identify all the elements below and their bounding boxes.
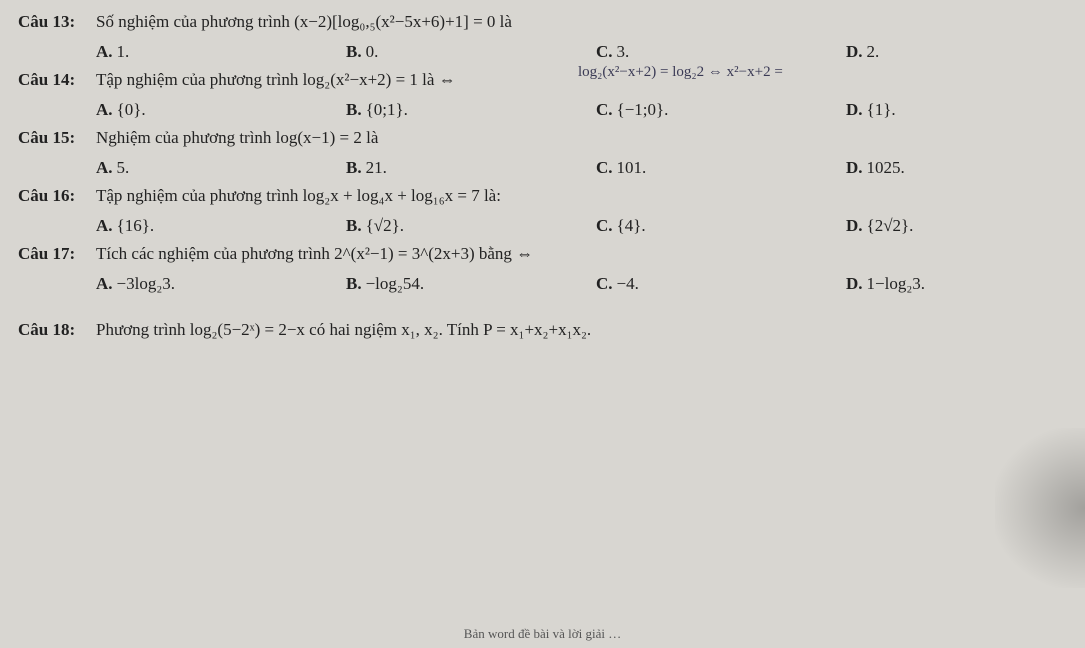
footer-text: Bản word đề bài và lời giải … [464, 626, 621, 642]
option-a: A.{0}. [96, 100, 346, 120]
option-d: D.2. [846, 42, 1046, 62]
option-a: A.−3log₂3. [96, 274, 346, 294]
question-stem: Tích các nghiệm của phương trình 2^(x²−1… [96, 244, 1067, 264]
option-b: B.{0;1}. [346, 100, 596, 120]
question-stem: Nghiệm của phương trình log(x−1) = 2 là [96, 128, 1067, 148]
question-label: Câu 17: [18, 244, 96, 264]
options-row: A.{16}. B.{√2}. C.{4}. D.{2√2}. [96, 216, 1067, 236]
option-d: D.1025. [846, 158, 1046, 178]
question-label: Câu 13: [18, 12, 96, 32]
option-c: C.{−1;0}. [596, 100, 846, 120]
option-c: C.101. [596, 158, 846, 178]
question-18: Câu 18: Phương trình log₂(5−2ˣ) = 2−x có… [18, 320, 1067, 350]
question-label: Câu 18: [18, 320, 96, 340]
question-17: Câu 17: Tích các nghiệm của phương trình… [18, 244, 1067, 294]
option-c: C.{4}. [596, 216, 846, 236]
option-a: A.1. [96, 42, 346, 62]
question-label: Câu 15: [18, 128, 96, 148]
options-row: A.−3log₂3. B.−log₂54. C.−4. D.1−log₂3. [96, 274, 1067, 294]
option-b: B.−log₂54. [346, 274, 596, 294]
option-a: A.{16}. [96, 216, 346, 236]
options-row: A.{0}. B.{0;1}. C.{−1;0}. D.{1}. [96, 100, 1067, 120]
option-d: D.{2√2}. [846, 216, 1046, 236]
option-d: D.1−log₂3. [846, 274, 1046, 294]
question-label: Câu 16: [18, 186, 96, 206]
question-stem: Số nghiệm của phương trình (x−2)[log₀,₅(… [96, 12, 1067, 32]
question-16: Câu 16: Tập nghiệm của phương trình log₂… [18, 186, 1067, 236]
question-stem: Phương trình log₂(5−2ˣ) = 2−x có hai ngi… [96, 320, 1067, 340]
option-c: C.−4. [596, 274, 846, 294]
option-b: B.0. [346, 42, 596, 62]
question-14: Câu 14: Tập nghiệm của phương trình log₂… [18, 70, 1067, 120]
question-15: Câu 15: Nghiệm của phương trình log(x−1)… [18, 128, 1067, 178]
option-b: B.{√2}. [346, 216, 596, 236]
question-13: Câu 13: Số nghiệm của phương trình (x−2)… [18, 12, 1067, 62]
options-row: A.1. B.0. C.3. D.2. [96, 42, 1067, 62]
option-b: B.21. [346, 158, 596, 178]
shadow-blob [995, 428, 1085, 588]
option-c: C.3. [596, 42, 846, 62]
option-a: A.5. [96, 158, 346, 178]
option-d: D.{1}. [846, 100, 1046, 120]
question-label: Câu 14: [18, 70, 96, 90]
question-stem: Tập nghiệm của phương trình log₂x + log₄… [96, 186, 1067, 206]
handwriting: log₂(x²−x+2) = log₂2 ⇔ x²−x+2 = [578, 64, 783, 81]
options-row: A.5. B.21. C.101. D.1025. [96, 158, 1067, 178]
